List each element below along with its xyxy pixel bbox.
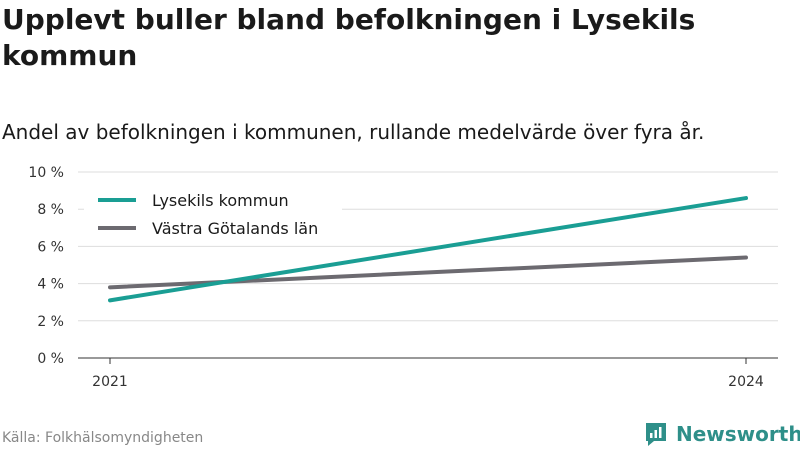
y-tick-label: 0 % [37,351,64,367]
y-tick-label: 2 % [37,314,64,330]
chart-subtitle: Andel av befolkningen i kommunen, rullan… [2,120,705,144]
legend-label: Västra Götalands län [152,219,318,238]
chart-title: Upplevt buller bland befolkningen i Lyse… [2,3,696,72]
series-line-västra-götalands-län [108,255,748,290]
brand-name: Newsworthy [676,422,800,446]
newsworthy-logo-icon [646,423,666,446]
y-tick-label: 6 % [37,239,64,255]
legend-label: Lysekils kommun [152,191,289,210]
source-note: Källa: Folkhälsomyndigheten [2,430,204,446]
x-tick-label: 2024 [728,374,764,390]
newsworthy-logo: Newsworthy [644,421,800,447]
y-tick-label: 4 % [37,277,64,293]
line-chart: 0 % 2 % 4 % 6 % 8 % 10 % 2021 2024 Lysekils komm… [28,165,778,390]
y-tick-label: 8 % [37,202,64,218]
x-tick-label: 2021 [92,374,128,390]
y-tick-label: 10 % [28,165,64,181]
series-line-lysekils-kommun [108,196,748,303]
legend-background [84,180,342,242]
